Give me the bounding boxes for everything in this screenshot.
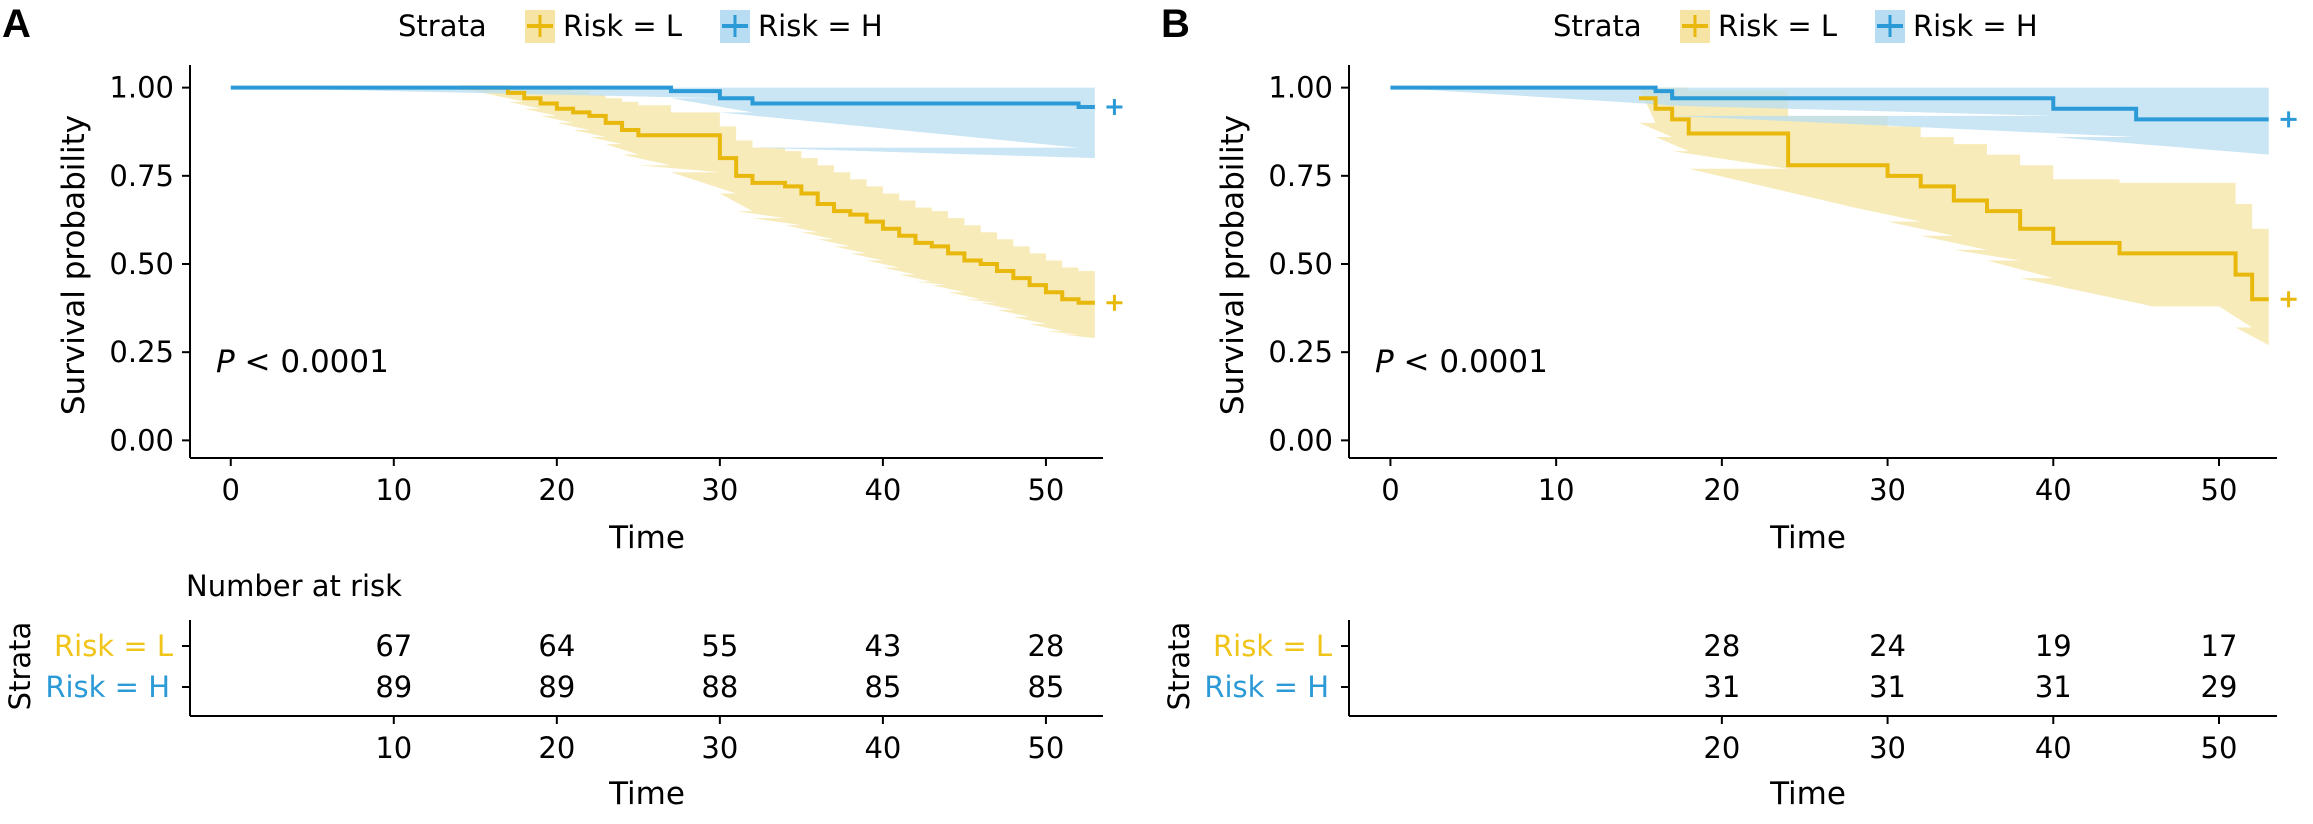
- confidence-band-high: [1390, 87, 2269, 155]
- risk-table-strata-label: Strata: [1162, 622, 1196, 711]
- y-tick-label: 0.75: [1268, 159, 1333, 193]
- risk-count-low: 24: [1869, 629, 1906, 663]
- risk-row-label-high: Risk = H: [45, 670, 170, 704]
- risk-count-high: 89: [538, 670, 575, 704]
- p-value: P < 0.0001: [1375, 344, 1548, 380]
- panel-letter: A: [2, 2, 31, 46]
- y-tick-label: 0.25: [109, 335, 174, 369]
- risk-table: Strata Risk = L Risk = H Time 20 28 31 30 24…: [1162, 620, 2277, 812]
- y-tick-label: 1.00: [109, 71, 174, 105]
- risk-row-label-high: Risk = H: [1204, 670, 1329, 704]
- legend-label-high: Risk = H: [1913, 9, 2038, 43]
- x-tick-label: 0: [222, 473, 240, 507]
- risk-count-low: 67: [375, 629, 412, 663]
- p-value: P < 0.0001: [216, 344, 389, 380]
- risk-x-tick-label: 40: [2035, 731, 2072, 765]
- risk-count-high: 88: [701, 670, 738, 704]
- risk-count-high: 89: [375, 670, 412, 704]
- risk-count-high: 31: [1703, 670, 1740, 704]
- y-tick-label: 1.00: [1268, 71, 1333, 105]
- confidence-band-low: [1639, 87, 2269, 346]
- risk-x-tick-label: 30: [701, 731, 738, 765]
- risk-count-low: 55: [701, 629, 738, 663]
- risk-count-high: 29: [2201, 670, 2238, 704]
- risk-count-low: 19: [2035, 629, 2072, 663]
- risk-table-title: Number at risk: [186, 569, 402, 603]
- risk-count-low: 43: [864, 629, 901, 663]
- panel-letter: B: [1161, 2, 1190, 46]
- x-tick-label: 50: [1027, 473, 1064, 507]
- x-axis-title: Time: [1769, 520, 1846, 556]
- x-tick-label: 40: [2035, 473, 2072, 507]
- x-axis-title: Time: [608, 520, 685, 556]
- p-value-text: < 0.0001: [1394, 344, 1548, 380]
- legend-label-low: Risk = L: [1718, 9, 1837, 43]
- risk-count-high: 85: [1027, 670, 1064, 704]
- y-tick-label: 0.50: [1268, 247, 1333, 281]
- risk-x-tick-label: 50: [2201, 731, 2238, 765]
- risk-x-tick-label: 30: [1869, 731, 1906, 765]
- x-tick-label: 20: [538, 473, 575, 507]
- x-tick-label: 20: [1703, 473, 1740, 507]
- risk-count-high: 31: [1869, 670, 1906, 704]
- legend: Strata Risk = L Risk = H: [1553, 9, 2038, 43]
- risk-x-tick-label: 20: [1703, 731, 1740, 765]
- risk-count-high: 85: [864, 670, 901, 704]
- legend-title: Strata: [398, 9, 487, 43]
- x-tick-label: 10: [1538, 473, 1575, 507]
- risk-count-high: 31: [2035, 670, 2072, 704]
- x-tick-label: 50: [2201, 473, 2238, 507]
- risk-table-x-title: Time: [1769, 776, 1846, 812]
- risk-row-label-low: Risk = L: [1213, 629, 1332, 663]
- survival-line-high: [230, 85, 1095, 110]
- risk-count-low: 17: [2201, 629, 2238, 663]
- y-tick-label: 0.50: [109, 247, 174, 281]
- survival-plot: 0.00 0.25 0.50 0.75 1.00 0 10 20 30 40 50: [109, 65, 1123, 507]
- legend-title: Strata: [1553, 9, 1642, 43]
- x-tick-label: 40: [864, 473, 901, 507]
- risk-x-tick-label: 20: [538, 731, 575, 765]
- risk-table-x-title: Time: [608, 776, 685, 812]
- legend-label-low: Risk = L: [563, 9, 682, 43]
- y-tick-label: 0.75: [109, 159, 174, 193]
- p-value-letter: P: [1375, 344, 1394, 380]
- legend-label-high: Risk = H: [758, 9, 883, 43]
- risk-count-low: 64: [538, 629, 575, 663]
- risk-count-low: 28: [1027, 629, 1064, 663]
- y-tick-label: 0.25: [1268, 335, 1333, 369]
- confidence-band-low: [459, 87, 1095, 339]
- panel-a: A Strata Risk = L Risk = H 0.000.250.500…: [2, 2, 1123, 812]
- survival-line-high: [1390, 85, 2269, 122]
- y-tick-label: 0.00: [109, 423, 174, 457]
- panel-b: B Strata Risk = L Risk = H 0.000.250.500…: [1161, 2, 2297, 812]
- risk-x-tick-label: 50: [1027, 731, 1064, 765]
- risk-x-tick-label: 40: [864, 731, 901, 765]
- risk-table: Number at risk Strata Risk = L Risk = H …: [3, 569, 1103, 812]
- risk-row-label-low: Risk = L: [54, 629, 173, 663]
- x-tick-label: 30: [1869, 473, 1906, 507]
- y-tick-label: 0.00: [1268, 423, 1333, 457]
- p-value-letter: P: [216, 344, 235, 380]
- legend: Strata Risk = L Risk = H: [398, 9, 883, 43]
- x-tick-label: 10: [375, 473, 412, 507]
- x-tick-label: 30: [701, 473, 738, 507]
- survival-line-low: [459, 85, 1095, 305]
- risk-table-strata-label: Strata: [3, 622, 37, 711]
- y-axis-title: Survival probability: [56, 115, 92, 415]
- risk-count-low: 28: [1703, 629, 1740, 663]
- y-axis-title: Survival probability: [1215, 115, 1251, 415]
- survival-plot: 0.00 0.25 0.50 0.75 1.00 0 10 20 30 40 50: [1268, 65, 2297, 507]
- survival-line-low: [1639, 96, 2269, 302]
- p-value-text: < 0.0001: [235, 344, 389, 380]
- risk-x-tick-label: 10: [375, 731, 412, 765]
- x-tick-label: 0: [1381, 473, 1399, 507]
